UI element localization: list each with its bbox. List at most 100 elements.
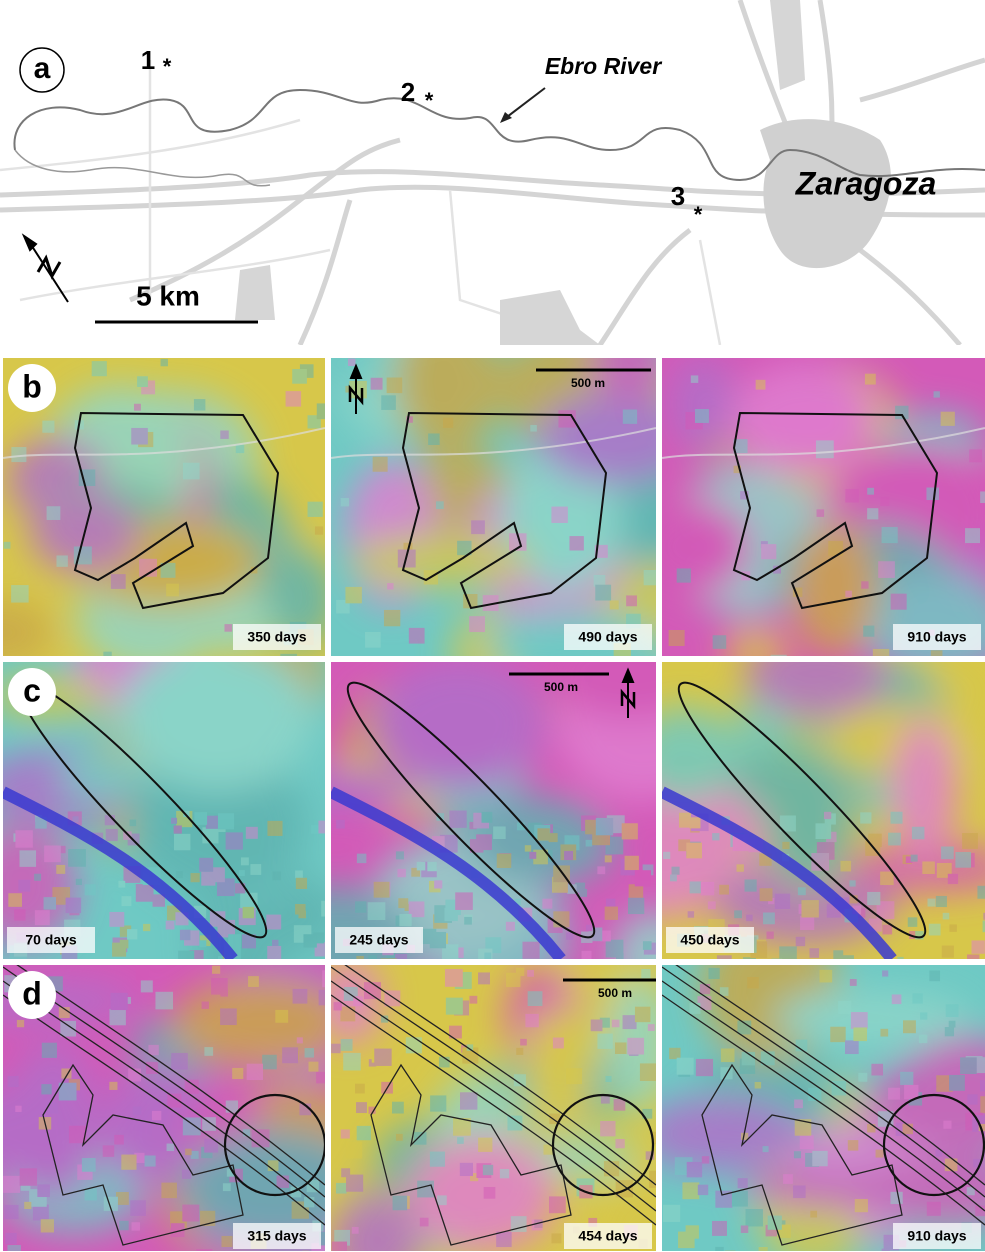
phase-pixel bbox=[712, 833, 719, 840]
phase-pixel bbox=[112, 943, 126, 957]
phase-pixel bbox=[878, 561, 895, 578]
phase-pixel bbox=[732, 1191, 748, 1207]
phase-pixel bbox=[815, 823, 831, 839]
phase-pixel bbox=[715, 1247, 724, 1252]
phase-pixel bbox=[114, 1135, 124, 1145]
phase-pixel bbox=[849, 880, 855, 886]
phase-pixel bbox=[224, 624, 232, 632]
phase-pixel bbox=[8, 893, 22, 907]
phase-pixel bbox=[708, 968, 719, 979]
phase-pixel bbox=[929, 924, 941, 936]
phase-pixel bbox=[194, 399, 205, 410]
phase-blob bbox=[669, 356, 736, 453]
phase-pixel bbox=[851, 1012, 868, 1029]
phase-pixel bbox=[809, 948, 819, 958]
phase-pixel bbox=[628, 898, 644, 914]
phase-pixel bbox=[148, 1045, 158, 1055]
phase-pixel bbox=[109, 912, 124, 927]
interferogram-panel: 70 days bbox=[0, 598, 345, 1018]
phase-pixel bbox=[610, 600, 619, 609]
phase-pixel bbox=[946, 1004, 959, 1017]
phase-pixel bbox=[103, 652, 111, 660]
phase-pixel bbox=[900, 1072, 913, 1085]
phase-pixel bbox=[174, 834, 190, 850]
phase-pixel bbox=[239, 870, 245, 876]
phase-pixel bbox=[455, 892, 473, 910]
phase-pixel bbox=[824, 812, 831, 819]
phase-pixel bbox=[600, 1121, 615, 1136]
phase-pixel bbox=[497, 854, 511, 868]
phase-pixel bbox=[759, 1247, 768, 1252]
phase-pixel bbox=[686, 1225, 699, 1238]
phase-pixel bbox=[232, 1068, 243, 1079]
phase-pixel bbox=[793, 1185, 806, 1198]
phase-pixel bbox=[331, 1044, 341, 1054]
phase-pixel bbox=[286, 391, 302, 407]
phase-pixel bbox=[357, 1126, 371, 1140]
phase-pixel bbox=[134, 404, 141, 411]
phase-pixel bbox=[250, 864, 261, 875]
phase-pixel bbox=[111, 993, 128, 1010]
phase-pixel bbox=[384, 610, 400, 626]
phase-pixel bbox=[941, 412, 955, 426]
phase-pixel bbox=[457, 1137, 464, 1144]
phase-pixel bbox=[782, 842, 789, 849]
phase-pixel bbox=[737, 864, 744, 871]
phase-pixel bbox=[564, 851, 573, 860]
phase-pixel bbox=[845, 489, 859, 503]
day-label: 315 days bbox=[247, 1228, 306, 1244]
phase-pixel bbox=[437, 1195, 447, 1205]
phase-pixel bbox=[41, 1219, 54, 1232]
phase-pixel bbox=[204, 1047, 213, 1056]
phase-pixel bbox=[365, 632, 381, 648]
urban-area bbox=[235, 265, 275, 320]
phase-pixel bbox=[586, 925, 592, 931]
phase-blob bbox=[637, 1096, 805, 1172]
phase-pixel bbox=[516, 1048, 523, 1055]
phase-pixel bbox=[529, 852, 536, 859]
phase-pixel bbox=[346, 1142, 363, 1159]
phase-pixel bbox=[141, 980, 153, 992]
phase-pixel bbox=[334, 1002, 342, 1010]
phase-pixel bbox=[549, 1196, 566, 1213]
phase-pixel bbox=[266, 915, 281, 930]
phase-pixel bbox=[66, 898, 82, 914]
phase-pixel bbox=[960, 1057, 977, 1074]
phase-pixel bbox=[133, 1107, 142, 1116]
phase-pixel bbox=[690, 1003, 701, 1014]
phase-pixel bbox=[604, 1161, 619, 1176]
phase-pixel bbox=[427, 862, 437, 872]
phase-pixel bbox=[194, 812, 207, 825]
phase-pixel bbox=[863, 626, 874, 637]
phase-pixel bbox=[746, 1209, 763, 1226]
phase-pixel bbox=[218, 813, 234, 829]
phase-pixel bbox=[4, 1205, 18, 1219]
phase-pixel bbox=[800, 916, 814, 930]
phase-pixel bbox=[482, 812, 493, 823]
phase-pixel bbox=[445, 969, 463, 987]
phase-pixel bbox=[443, 418, 453, 428]
phase-pixel bbox=[393, 1196, 408, 1211]
phase-pixel bbox=[845, 1040, 859, 1054]
phase-pixel bbox=[131, 428, 148, 445]
phase-pixel bbox=[798, 887, 806, 895]
phase-pixel bbox=[202, 1002, 209, 1009]
phase-pixel bbox=[111, 574, 126, 589]
phase-pixel bbox=[695, 409, 709, 423]
phase-pixel bbox=[11, 447, 26, 462]
phase-pixel bbox=[106, 829, 118, 841]
phase-pixel bbox=[816, 440, 834, 458]
phase-pixel bbox=[861, 581, 868, 588]
phase-pixel bbox=[414, 1132, 427, 1145]
phase-pixel bbox=[756, 380, 766, 390]
phase-pixel bbox=[446, 998, 463, 1015]
phase-pixel bbox=[734, 910, 742, 918]
phase-pixel bbox=[920, 1012, 927, 1019]
phase-pixel bbox=[130, 820, 137, 827]
phase-pixel bbox=[926, 488, 939, 501]
phase-pixel bbox=[934, 391, 940, 397]
phase-pixel bbox=[345, 587, 361, 603]
interferogram-panel: 910 days bbox=[633, 356, 985, 681]
phase-pixel bbox=[348, 358, 356, 366]
